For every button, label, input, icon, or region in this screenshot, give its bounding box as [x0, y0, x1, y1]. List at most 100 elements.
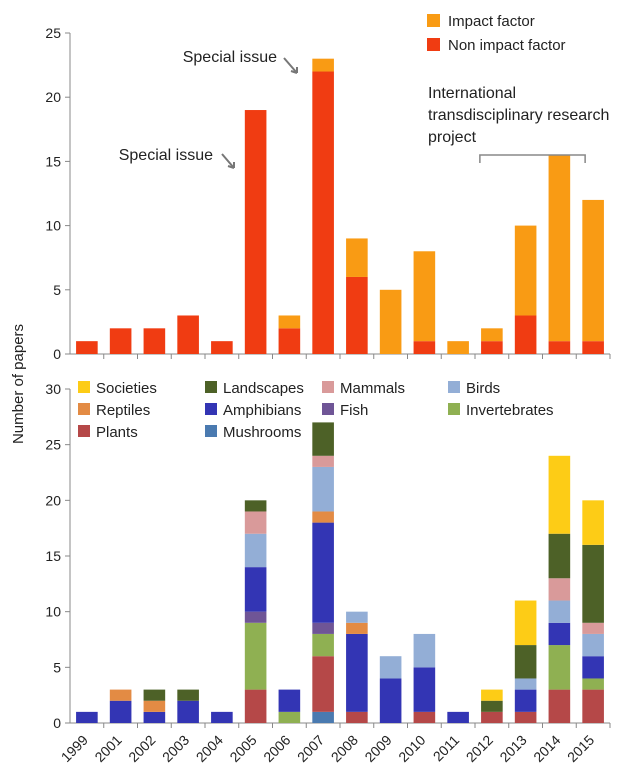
bar-segment-impact-factor-2009 [379, 289, 402, 354]
bar-segment-amphibians-2010 [413, 667, 436, 712]
bar-segment-invertebrates-2014 [548, 645, 571, 690]
bar-segment-birds-2015 [582, 633, 604, 657]
bar-segment-non-impact-factor-2010 [413, 341, 436, 354]
x-tick-label-2006: 2006 [260, 732, 293, 765]
bar-segment-impact-factor-2012 [481, 328, 503, 342]
bar-segment-non-impact-factor-2007 [312, 71, 334, 355]
x-tick-label-2009: 2009 [361, 732, 394, 765]
bar-segment-invertebrates-2005 [244, 622, 267, 690]
x-tick-label-2001: 2001 [91, 732, 124, 765]
bar-segment-fish-2005 [244, 611, 267, 623]
bar-segment-fish-2007 [312, 622, 334, 634]
bar-segment-plants-2015 [582, 689, 604, 723]
bar-segment-amphibians-2004 [211, 711, 233, 723]
x-tick-label-2008: 2008 [328, 732, 361, 765]
bar-segment-plants-2010 [413, 711, 436, 723]
bar-segment-amphibians-2007 [312, 522, 334, 623]
bar-segment-birds-2010 [413, 633, 436, 668]
bar-segment-impact-factor-2015 [582, 199, 604, 342]
legend-label: Reptiles [96, 402, 150, 419]
y-tick-label: 10 [45, 218, 61, 234]
bar-segment-reptiles-2002 [143, 700, 166, 712]
y-tick-label: 20 [45, 89, 61, 105]
bar-segment-amphibians-2013 [514, 689, 537, 712]
annotation-research-project-line: transdisciplinary research [428, 107, 609, 124]
x-tick-label-2004: 2004 [193, 732, 226, 765]
bottom-chart-taxa: 0 5 10 15 20 25 30 1999 2001 2002 2003 2004 2005 2006… [45, 380, 611, 765]
x-tick-label-2003: 2003 [159, 732, 192, 765]
bar-segment-amphibians-2009 [379, 678, 402, 723]
bar-segment-invertebrates-2006 [278, 711, 301, 723]
legend-swatch-reptiles [78, 403, 90, 415]
legend-label: Amphibians [223, 402, 301, 419]
y-tick-label: 15 [45, 153, 61, 169]
x-tick-label-2015: 2015 [564, 732, 597, 765]
annotation-bracket [479, 154, 586, 163]
legend-swatch-mammals [322, 381, 334, 393]
bar-segment-amphibians-2006 [278, 689, 301, 712]
bar-segment-landscapes-2015 [582, 544, 604, 623]
legend-swatch-landscapes [205, 381, 217, 393]
legend-label: Non impact factor [448, 37, 566, 54]
legend-label: Fish [340, 402, 368, 419]
bar-segment-landscapes-2007 [312, 422, 334, 456]
bar-segment-birds-2005 [244, 533, 267, 568]
bar-segment-invertebrates-2015 [582, 678, 604, 690]
bar-segment-mammals-2014 [548, 578, 571, 601]
legend-label: Landscapes [223, 380, 304, 397]
y-tick-label: 30 [45, 381, 61, 397]
bar-segment-societies-2014 [548, 455, 571, 534]
legend-swatch-fish [322, 403, 334, 415]
y-tick-label: 0 [53, 346, 61, 362]
y-tick-label: 0 [53, 715, 61, 731]
legend-label: Mushrooms [223, 424, 301, 441]
x-tick-label-2012: 2012 [463, 732, 496, 765]
x-tick-label-2014: 2014 [530, 732, 563, 765]
bar-segment-impact-factor-2007 [312, 58, 334, 72]
bar-segment-mammals-2007 [312, 455, 334, 467]
bar-segment-plants-2014 [548, 689, 571, 723]
x-tick-label-2005: 2005 [226, 732, 259, 765]
y-tick-label: 5 [53, 659, 61, 675]
legend-label: Plants [96, 424, 138, 441]
bar-segment-landscapes-2013 [514, 645, 537, 679]
bar-segment-amphibians-2001 [109, 700, 132, 723]
legend-swatch-mushrooms [205, 425, 217, 437]
annotation-special-issue-2007: Special issue [183, 49, 277, 66]
x-tick-label-1999: 1999 [58, 732, 91, 765]
legend-swatch-invertebrates [448, 403, 460, 415]
bar-segment-societies-2013 [514, 600, 537, 646]
bar-segment-non-impact-factor-2006 [278, 328, 301, 354]
bar-segment-impact-factor-2008 [346, 238, 368, 277]
bar-segment-amphibians-1999 [76, 711, 98, 723]
bar-segment-birds-2008 [346, 611, 368, 623]
bar-segment-non-impact-factor-2001 [109, 328, 132, 354]
bar-segment-impact-factor-2010 [413, 251, 436, 342]
bar-segment-amphibians-2005 [244, 567, 267, 612]
bar-segment-mammals-2005 [244, 511, 267, 534]
bar-segment-non-impact-factor-2002 [143, 328, 166, 354]
annotation-special-issue-2005: Special issue [119, 147, 213, 164]
legend-label: Societies [96, 380, 157, 397]
x-tick-label-2010: 2010 [395, 732, 428, 765]
bar-segment-landscapes-2014 [548, 533, 571, 579]
legend-swatch-amphibians [205, 403, 217, 415]
annotation-research-project-line: International [428, 85, 516, 102]
bar-segment-invertebrates-2007 [312, 633, 334, 657]
bar-segment-landscapes-2012 [481, 700, 503, 712]
bar-segment-amphibians-2008 [346, 633, 368, 712]
x-tick-label-2011: 2011 [430, 732, 463, 765]
y-tick-label: 25 [45, 25, 61, 41]
bar-segment-non-impact-factor-2015 [582, 341, 604, 354]
bar-segment-birds-2007 [312, 466, 334, 512]
bar-segment-plants-2008 [346, 711, 368, 723]
legend-swatch-birds [448, 381, 460, 393]
y-tick-label: 5 [53, 282, 61, 298]
bar-segment-reptiles-2001 [109, 689, 132, 701]
bar-segment-plants-2007 [312, 656, 334, 712]
bar-segment-reptiles-2008 [346, 622, 368, 634]
bar-segment-amphibians-2011 [447, 711, 469, 723]
bar-segment-plants-2005 [244, 689, 267, 723]
x-tick-label-2013: 2013 [496, 732, 529, 765]
